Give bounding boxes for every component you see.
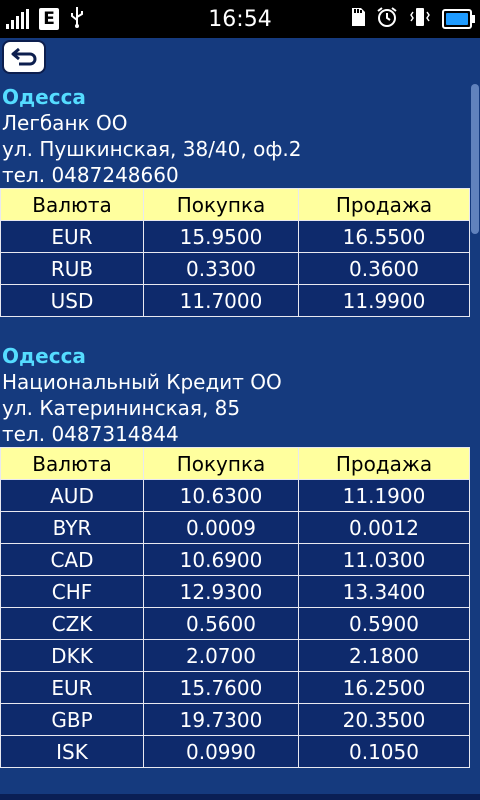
- table-row: BYR 0.0009 0.0012: [0, 511, 470, 544]
- buy-cell: 0.3300: [143, 252, 299, 285]
- branch-phone: тел. 0487248660: [2, 163, 179, 187]
- branch-city: Одесса: [2, 344, 86, 368]
- table-row: CZK 0.5600 0.5900: [0, 607, 470, 640]
- back-button[interactable]: [2, 40, 46, 74]
- currency-cell: EUR: [0, 671, 144, 704]
- branch-card: Одесса Легбанк ОО ул. Пушкинская, 38/40,…: [0, 84, 470, 317]
- table-row: EUR 15.7600 16.2500: [0, 671, 470, 704]
- currency-cell: USD: [0, 284, 144, 317]
- table-header-row: Валюта Покупка Продажа: [0, 447, 470, 480]
- back-arrow-icon: [11, 47, 37, 66]
- currency-cell: AUD: [0, 479, 144, 512]
- status-clock: 16:54: [208, 7, 272, 32]
- branch-city: Одесса: [2, 85, 86, 109]
- sell-cell: 0.3600: [298, 252, 470, 285]
- currency-cell: ISK: [0, 735, 144, 768]
- buy-cell: 10.6900: [143, 543, 299, 576]
- currency-cell: CAD: [0, 543, 144, 576]
- buy-cell: 2.0700: [143, 639, 299, 672]
- table-row: EUR 15.9500 16.5500: [0, 220, 470, 253]
- column-header-sell: Продажа: [298, 188, 470, 221]
- column-header-buy: Покупка: [143, 447, 299, 480]
- rates-table: Валюта Покупка Продажа EUR 15.9500 16.5500…: [0, 188, 470, 317]
- vibrate-icon: [408, 6, 432, 32]
- table-row: USD 11.7000 11.9900: [0, 284, 470, 317]
- branch-list[interactable]: Одесса Легбанк ОО ул. Пушкинская, 38/40,…: [0, 84, 470, 794]
- sell-cell: 20.3500: [298, 703, 470, 736]
- network-type-badge: E: [39, 8, 59, 30]
- branch-phone: тел. 0487314844: [2, 422, 179, 446]
- buy-cell: 15.7600: [143, 671, 299, 704]
- currency-cell: DKK: [0, 639, 144, 672]
- sell-cell: 11.1900: [298, 479, 470, 512]
- sell-cell: 2.1800: [298, 639, 470, 672]
- sell-cell: 11.9900: [298, 284, 470, 317]
- buy-cell: 12.9300: [143, 575, 299, 608]
- buy-cell: 0.0990: [143, 735, 299, 768]
- status-bar: E 16:54: [0, 0, 480, 38]
- column-header-currency: Валюта: [0, 188, 144, 221]
- sell-cell: 11.0300: [298, 543, 470, 576]
- currency-cell: CZK: [0, 607, 144, 640]
- buy-cell: 15.9500: [143, 220, 299, 253]
- bottom-edge: [0, 794, 480, 800]
- sell-cell: 16.2500: [298, 671, 470, 704]
- column-header-sell: Продажа: [298, 447, 470, 480]
- signal-icon: [6, 9, 29, 29]
- table-row: CAD 10.6900 11.0300: [0, 543, 470, 576]
- currency-cell: CHF: [0, 575, 144, 608]
- buy-cell: 19.7300: [143, 703, 299, 736]
- rates-table: Валюта Покупка Продажа AUD 10.6300 11.1900…: [0, 447, 470, 768]
- currency-cell: EUR: [0, 220, 144, 253]
- branch-address: ул. Пушкинская, 38/40, оф.2: [2, 137, 302, 161]
- table-header-row: Валюта Покупка Продажа: [0, 188, 470, 221]
- column-header-buy: Покупка: [143, 188, 299, 221]
- buy-cell: 10.6300: [143, 479, 299, 512]
- scrollbar[interactable]: [471, 84, 479, 234]
- branch-address: ул. Катерининская, 85: [2, 396, 241, 420]
- alarm-icon: [376, 6, 398, 32]
- branch-card: Одесса Национальный Кредит ОО ул. Катери…: [0, 343, 470, 768]
- buy-cell: 0.0009: [143, 511, 299, 544]
- buy-cell: 11.7000: [143, 284, 299, 317]
- currency-cell: BYR: [0, 511, 144, 544]
- table-row: RUB 0.3300 0.3600: [0, 252, 470, 285]
- sd-card-icon: [350, 7, 366, 31]
- currency-cell: GBP: [0, 703, 144, 736]
- sell-cell: 13.3400: [298, 575, 470, 608]
- usb-icon: [69, 6, 85, 32]
- branch-name: Национальный Кредит ОО: [2, 370, 282, 394]
- table-row: AUD 10.6300 11.1900: [0, 479, 470, 512]
- table-row: DKK 2.0700 2.1800: [0, 639, 470, 672]
- sell-cell: 0.0012: [298, 511, 470, 544]
- sell-cell: 0.1050: [298, 735, 470, 768]
- branch-name: Легбанк ОО: [2, 111, 128, 135]
- table-row: GBP 19.7300 20.3500: [0, 703, 470, 736]
- table-row: CHF 12.9300 13.3400: [0, 575, 470, 608]
- sell-cell: 16.5500: [298, 220, 470, 253]
- currency-cell: RUB: [0, 252, 144, 285]
- sell-cell: 0.5900: [298, 607, 470, 640]
- column-header-currency: Валюта: [0, 447, 144, 480]
- buy-cell: 0.5600: [143, 607, 299, 640]
- battery-icon: [442, 9, 475, 29]
- table-row: ISK 0.0990 0.1050: [0, 735, 470, 768]
